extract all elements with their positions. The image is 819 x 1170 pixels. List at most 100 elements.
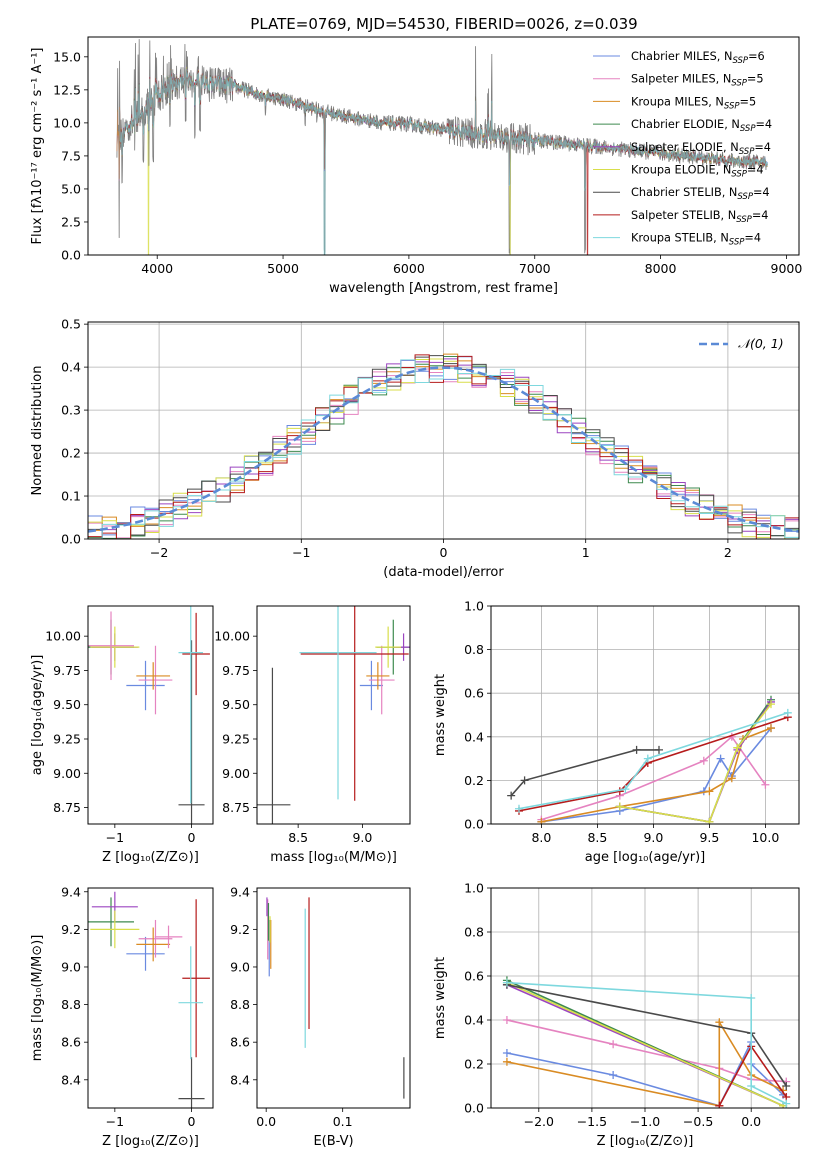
- y-tick-label: 8.75: [222, 800, 250, 815]
- series-point: [705, 787, 714, 796]
- series-point: [507, 791, 516, 800]
- x-tick-label: −2.0: [524, 1114, 554, 1129]
- y-tick-label: 0.6: [464, 969, 484, 984]
- massweight-vs-age-panel: 8.0 8.5 9.0 9.5 10.0 0.0 0.2 0.4 0.6 0.8 1.0 age [l…: [433, 599, 800, 865]
- series-line: [541, 727, 772, 823]
- series-line: [510, 749, 659, 797]
- series-point: [643, 754, 652, 763]
- series-point: [782, 1082, 791, 1090]
- age-vs-mass-plot: [257, 606, 410, 824]
- y-tick-label: 12.5: [53, 82, 81, 97]
- x-tick-label: 9.0: [643, 830, 663, 845]
- series-point: [727, 774, 736, 783]
- y-tick-label: 10.00: [45, 629, 81, 644]
- series-point: [705, 817, 714, 824]
- axes-frame: [87, 321, 800, 540]
- x-tick-label: 0.0: [256, 1114, 276, 1129]
- series-point: [747, 994, 756, 1002]
- normal-curve: [88, 366, 799, 533]
- axes-frame: [87, 887, 214, 1109]
- y-tick-label: 1.0: [464, 599, 484, 614]
- age-vs-Z-panel: −1 0 8.75 9.00 9.25 9.50 9.75 10.00 Z [log₁₀(Z/Z…: [30, 605, 214, 865]
- series-point: [632, 745, 641, 754]
- axes-frame: [256, 605, 411, 825]
- x-tick-label: 0: [440, 545, 448, 560]
- y-tick-label: 9.75: [222, 663, 250, 678]
- legend-label: Kroupa MILES, NSSP=5: [631, 95, 756, 111]
- legend-label: 𝒩(0, 1): [738, 336, 784, 351]
- series-line: [541, 727, 772, 823]
- x-tick-label: −2: [150, 545, 168, 560]
- y-tick-label: 9.2: [61, 922, 81, 937]
- x-tick-label: 7000: [519, 261, 551, 276]
- series-point: [783, 708, 792, 717]
- y-axis-label: Flux [fλ10⁻¹⁷ erg cm⁻² s⁻¹ A⁻¹]: [30, 48, 45, 245]
- y-tick-label: 0.4: [464, 1013, 484, 1028]
- y-tick-label: 0.2: [61, 446, 81, 461]
- legend-label: Kroupa ELODIE, NSSP=4: [631, 164, 764, 180]
- spectrum-data-overlay: [116, 39, 768, 255]
- y-tick-label: 8.6: [230, 1035, 250, 1050]
- y-axis-label: mass weight: [433, 957, 448, 1039]
- x-tick-label: 0: [188, 1114, 196, 1129]
- y-tick-label: 9.75: [53, 663, 81, 678]
- histogram-step: [88, 355, 799, 539]
- series-line: [619, 701, 772, 823]
- series-point: [747, 1082, 756, 1090]
- series-point: [502, 1016, 511, 1024]
- y-tick-label: 8.4: [230, 1072, 250, 1087]
- series-point: [520, 776, 529, 785]
- y-axis-label: mass [log₁₀(M/M⊙)]: [30, 935, 45, 1062]
- y-tick-label: 2.5: [61, 214, 81, 229]
- y-tick-label: 0.5: [61, 317, 81, 332]
- massweight-vs-age-plot: [507, 695, 792, 824]
- y-tick-label: 0.2: [464, 773, 484, 788]
- y-tick-label: 9.50: [222, 697, 250, 712]
- legend-label: Chabrier ELODIE, NSSP=4: [631, 118, 772, 134]
- x-tick-label: 5000: [267, 261, 299, 276]
- y-tick-label: 15.0: [53, 49, 81, 64]
- x-axis-label: wavelength [Angstrom, rest frame]: [329, 281, 558, 296]
- x-tick-label: 9000: [771, 261, 803, 276]
- y-tick-label: 9.00: [53, 766, 81, 781]
- series-point: [515, 804, 523, 813]
- legend-label: Salpeter STELIB, NSSP=4: [631, 209, 768, 225]
- spectrum-legend: Chabrier MILES, NSSP=6 Salpeter MILES, NS…: [593, 50, 772, 248]
- series-line: [506, 981, 787, 1105]
- legend-label: Kroupa STELIB, NSSP=4: [631, 232, 761, 248]
- y-tick-label: 0.4: [464, 729, 484, 744]
- series-point: [621, 785, 630, 794]
- series-point: [655, 745, 663, 754]
- series-line: [506, 1019, 787, 1083]
- mass-vs-Z-plot: [88, 891, 210, 1108]
- y-tick-label: 0.8: [464, 925, 484, 940]
- mass-vs-Z-panel: −1 0 8.4 8.6 8.8 9.0 9.2 9.4 Z [log₁₀(Z/Z⊙)] mass…: [30, 884, 214, 1149]
- x-tick-label: 0: [188, 830, 196, 845]
- series-point: [767, 700, 775, 709]
- axes-frame: [256, 887, 411, 1109]
- y-tick-label: 10.0: [53, 115, 81, 130]
- y-tick-label: 8.8: [61, 997, 81, 1012]
- x-tick-label: 0.1: [333, 1114, 353, 1129]
- series-line: [506, 981, 784, 1107]
- series-point: [502, 978, 511, 987]
- series-point: [609, 1071, 618, 1079]
- y-tick-label: 0.8: [464, 642, 484, 657]
- x-tick-label: 8.5: [587, 830, 607, 845]
- x-tick-label: −1.5: [577, 1114, 607, 1129]
- y-tick-label: 9.0: [61, 959, 81, 974]
- y-tick-label: 8.4: [61, 1072, 81, 1087]
- y-tick-label: 9.25: [222, 731, 250, 746]
- y-tick-label: 0.0: [464, 817, 484, 832]
- x-tick-label: −1.0: [630, 1114, 660, 1129]
- x-tick-label: 9.0: [352, 830, 372, 845]
- series-point: [502, 1049, 511, 1057]
- massweight-vs-Z-plot: [502, 976, 791, 1108]
- series-point: [767, 724, 775, 733]
- x-tick-label: −1: [106, 1114, 124, 1129]
- x-axis-label: mass [log₁₀(M/M⊙)]: [270, 850, 397, 865]
- y-tick-label: 9.00: [222, 766, 250, 781]
- x-tick-label: 2: [724, 545, 732, 560]
- panels: 4000 5000 6000 7000 8000 90000.02.55.07.510.0…: [30, 36, 803, 1149]
